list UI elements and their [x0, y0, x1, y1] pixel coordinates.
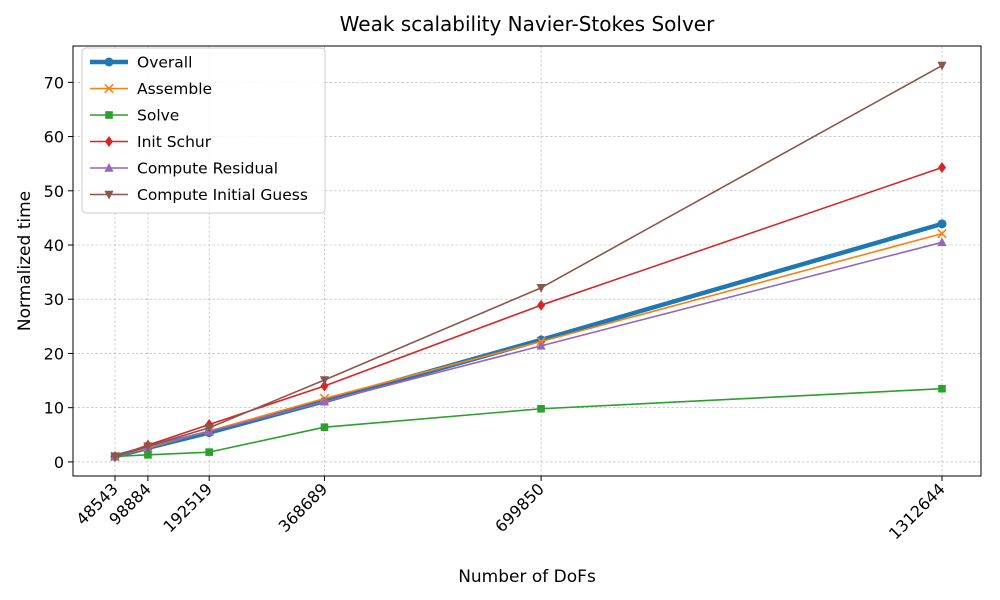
legend-item: Assemble [90, 80, 212, 98]
legend-label: Solve [137, 107, 179, 125]
plot-frame [72, 45, 982, 477]
legend: Overall Assemble Solve Init Schur Compute Re… [81, 47, 326, 214]
legend-item: Overall [90, 54, 192, 72]
legend-label: Assemble [137, 80, 212, 98]
series-layer [110, 61, 947, 462]
y-tick-label: 60 [44, 128, 64, 147]
data-point [536, 284, 546, 293]
x-axis-title: Number of DoFs [458, 567, 596, 587]
legend-label: Init Schur [137, 133, 212, 151]
y-tick-label: 0 [54, 453, 64, 472]
legend-box [81, 47, 326, 214]
y-tick-label: 20 [44, 344, 64, 363]
y-tick-label: 50 [44, 182, 64, 201]
legend-item: Solve [90, 107, 179, 125]
legend-item: Init Schur [90, 133, 212, 151]
legend-label: Overall [137, 54, 192, 72]
legend-label: Compute Residual [137, 160, 278, 178]
legend-label: Compute Initial Guess [137, 186, 308, 204]
data-point [537, 299, 546, 311]
data-point [320, 380, 329, 392]
data-point [937, 228, 947, 239]
y-axis-title: Normalized time [15, 191, 35, 331]
series-line [114, 232, 943, 458]
data-point [319, 376, 330, 386]
data-point [110, 452, 120, 462]
data-point [320, 423, 329, 431]
data-point [144, 451, 152, 459]
data-point [937, 61, 947, 71]
y-tick-label: 10 [44, 399, 64, 418]
data-point [143, 442, 153, 452]
y-tick-label: 30 [44, 290, 64, 309]
legend-marker [104, 190, 114, 200]
data-point [938, 384, 946, 393]
data-point [937, 219, 947, 229]
data-point [205, 448, 213, 456]
chart-title: Weak scalability Navier-Stokes Solver [340, 12, 715, 36]
data-point [938, 161, 946, 173]
legend-item: Compute Initial Guess [90, 186, 308, 204]
y-axis: 0 10 20 30 40 50 60 70 [44, 73, 73, 472]
legend-marker [105, 111, 113, 119]
series-compute-initial-guess [110, 61, 947, 462]
legend-marker [104, 83, 114, 94]
data-point [319, 396, 330, 406]
series-line [114, 387, 943, 458]
grid-lines [73, 46, 981, 476]
y-tick-label: 70 [44, 73, 64, 92]
legend-marker [104, 163, 114, 172]
data-point [536, 340, 546, 350]
legend-item: Compute Residual [90, 160, 278, 178]
legend-marker [104, 57, 114, 67]
series-line [114, 166, 943, 458]
legend-marker [105, 136, 113, 147]
data-point [204, 423, 214, 433]
series-line [114, 64, 943, 458]
data-point [537, 404, 545, 413]
y-tick-label: 40 [44, 236, 64, 255]
data-point [937, 237, 947, 247]
